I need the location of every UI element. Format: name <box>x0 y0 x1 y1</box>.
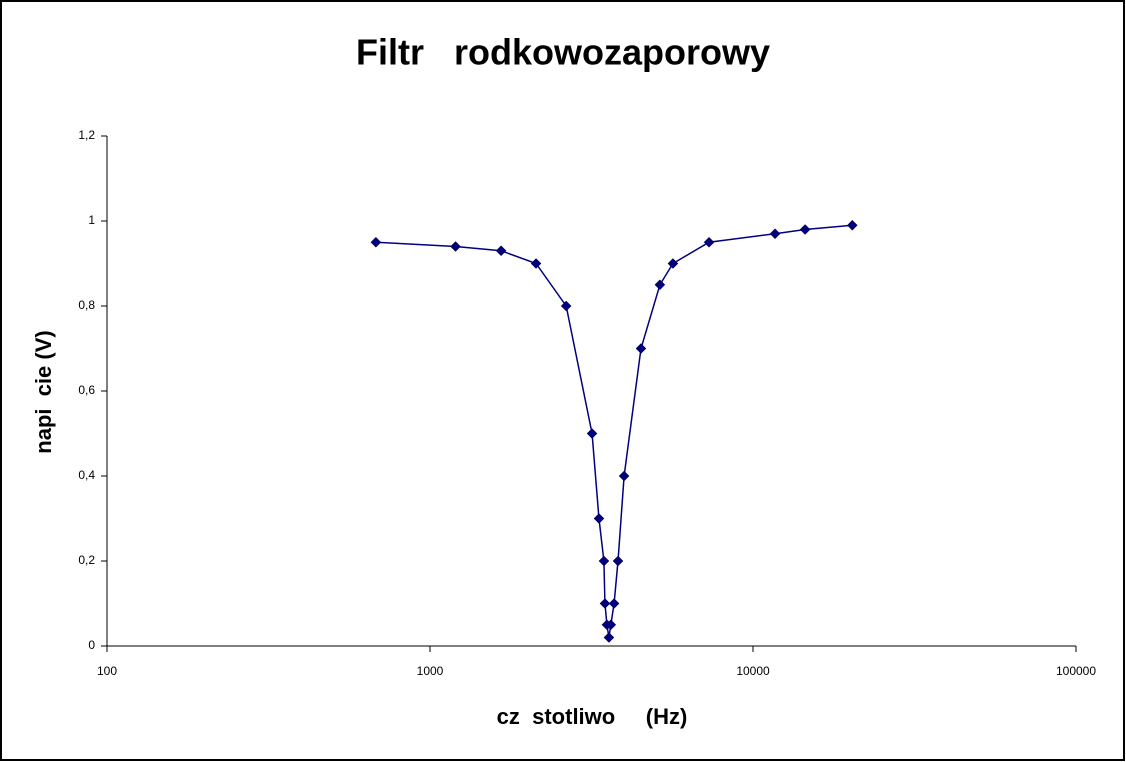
data-point <box>654 279 666 291</box>
data-point <box>608 598 620 609</box>
y-tick-label: 0 <box>88 638 95 652</box>
data-point <box>667 258 679 269</box>
data-point <box>586 428 598 439</box>
x-axis-title: cz stotliwo (Hz) <box>497 704 688 729</box>
data-point <box>598 555 610 567</box>
data-point <box>603 632 615 643</box>
data-point <box>370 236 382 248</box>
x-tick-label: 100 <box>97 664 117 678</box>
data-line <box>375 224 853 638</box>
data-point <box>846 219 858 231</box>
x-tick-label: 1000 <box>417 664 444 678</box>
data-point <box>495 245 507 257</box>
y-tick-label: 0,6 <box>78 383 95 397</box>
data-point <box>703 236 715 248</box>
y-tick-label: 0,2 <box>78 553 95 567</box>
x-tick-label: 100000 <box>1056 664 1096 678</box>
chart-title: Filtr rodkowozaporowy <box>356 32 770 73</box>
data-point <box>618 470 630 482</box>
y-tick-label: 0,4 <box>78 468 95 482</box>
y-tick-label: 1,2 <box>78 128 95 142</box>
data-point <box>799 224 811 235</box>
data-point <box>635 343 647 354</box>
y-tick-label: 1 <box>88 213 95 227</box>
data-point <box>769 228 781 240</box>
data-point <box>605 619 617 631</box>
y-tick-label: 0,8 <box>78 298 95 312</box>
data-point <box>612 555 624 567</box>
y-axis-title: napi cie (V) <box>31 330 56 453</box>
data-point <box>560 300 572 312</box>
data-point <box>599 598 611 609</box>
data-point <box>450 241 461 252</box>
data-point <box>593 513 605 524</box>
x-tick-label: 10000 <box>736 664 770 678</box>
data-point <box>530 258 542 269</box>
